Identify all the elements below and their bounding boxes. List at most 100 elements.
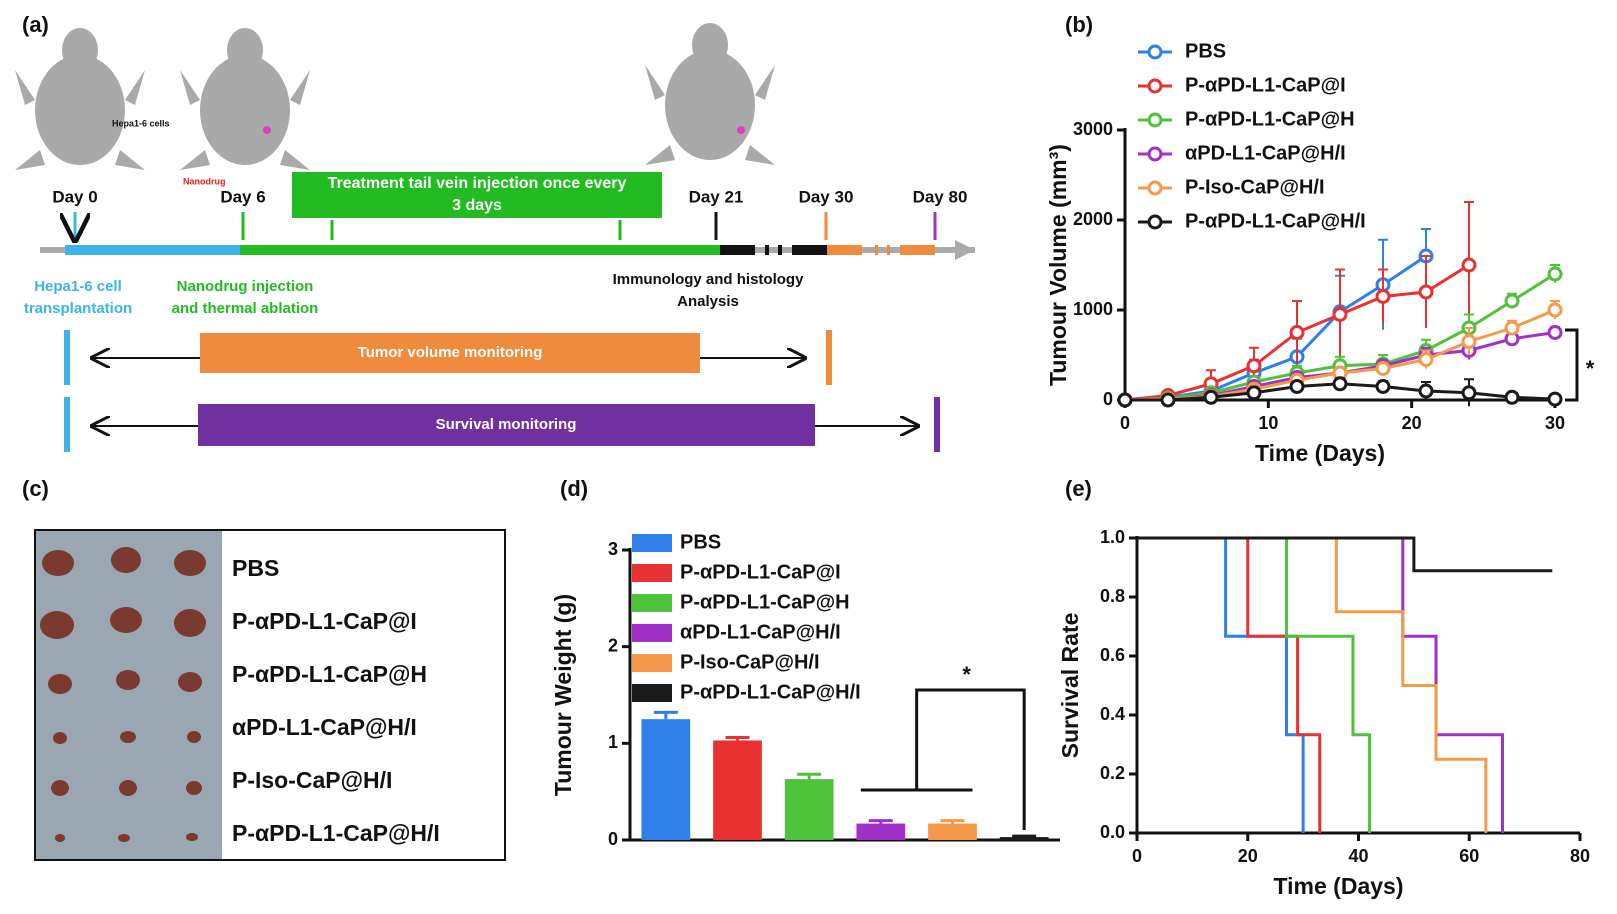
- data-point: [1547, 302, 1563, 318]
- legend-swatch: [632, 534, 672, 552]
- legend-marker: [1147, 214, 1163, 230]
- panel-label: (a): [22, 12, 49, 37]
- y-tick-label: 2: [608, 635, 618, 655]
- legend-label: P-αPD-L1-CaP@H/I: [1185, 210, 1366, 232]
- survival-curve: [1137, 536, 1372, 833]
- legend-swatch: [632, 594, 672, 612]
- panel-label: (c): [22, 476, 49, 501]
- y-axis-label: Tumour Weight (g): [550, 594, 576, 796]
- y-tick-label: 1.0: [1100, 527, 1125, 547]
- data-point: [1547, 266, 1563, 282]
- photo-label: P-αPD-L1-CaP@H: [232, 661, 427, 687]
- legend-label: P-αPD-L1-CaP@H/I: [680, 681, 861, 703]
- legend-label: P-αPD-L1-CaP@H: [1185, 108, 1355, 130]
- y-tick-label: 1000: [1073, 299, 1113, 319]
- transplant: transplantation: [24, 300, 132, 317]
- legend-swatch: [632, 654, 672, 672]
- data-point: [1418, 352, 1434, 367]
- photo-label: P-αPD-L1-CaP@I: [232, 608, 417, 634]
- data-point: [1547, 391, 1563, 407]
- legend-label: P-αPD-L1-CaP@H: [680, 591, 850, 613]
- error-bar: [868, 819, 893, 824]
- y-tick-label: 3: [608, 539, 618, 559]
- x-tick-label: 40: [1348, 846, 1368, 866]
- legend-label: αPD-L1-CaP@H/I: [1185, 142, 1346, 164]
- data-point: [1332, 376, 1348, 392]
- legend-label: P-αPD-L1-CaP@I: [1185, 74, 1346, 96]
- y-tick-label: 0.4: [1100, 704, 1125, 724]
- data-point: [1246, 385, 1262, 401]
- legend-marker: [1147, 78, 1163, 94]
- data-point: [1504, 389, 1520, 405]
- y-axis-label: Survival Rate: [1057, 613, 1083, 759]
- x-tick-label: 20: [1238, 846, 1258, 866]
- injection: and thermal ablation: [172, 300, 319, 317]
- day: Day 21: [689, 187, 744, 206]
- x-tick-label: 20: [1402, 413, 1422, 433]
- bar: [999, 837, 1049, 840]
- data-point: [1289, 379, 1305, 394]
- annotation: *: [1586, 356, 1595, 381]
- mice: [15, 23, 775, 170]
- data-point: [1418, 284, 1434, 300]
- data-point: [1332, 307, 1348, 322]
- transplant: Hepa1-6 cell: [34, 278, 122, 295]
- bar: [641, 719, 691, 840]
- x-axis-label: Time (Days): [1274, 873, 1404, 899]
- x-tick-label: 30: [1545, 413, 1565, 433]
- significance-bracket: [860, 688, 1026, 830]
- day: Day 0: [52, 187, 97, 206]
- legend-label: P-αPD-L1-CaP@I: [680, 561, 841, 583]
- data-point: [1246, 358, 1262, 374]
- drug-label: Nanodrug: [183, 176, 226, 186]
- data-point: [1504, 293, 1520, 309]
- analysis: Analysis: [677, 293, 739, 310]
- bar: [713, 740, 762, 840]
- data-point: [1461, 385, 1477, 401]
- survival-curve: [1137, 536, 1488, 833]
- day: Day 6: [220, 187, 265, 206]
- bar: [784, 779, 834, 840]
- legend-label: PBS: [1185, 40, 1226, 62]
- legend-marker: [1147, 44, 1163, 60]
- bar: [928, 823, 977, 840]
- photo-label: αPD-L1-CaP@H/I: [232, 714, 417, 740]
- analysis: Immunology and histology: [613, 271, 804, 288]
- legend-swatch: [632, 624, 672, 642]
- photo-label: PBS: [232, 555, 279, 581]
- day: Day 80: [913, 187, 968, 206]
- y-tick-label: 0.0: [1100, 822, 1125, 842]
- error-bar: [797, 772, 822, 780]
- treatment: Treatment tail vein injection once every: [328, 175, 627, 192]
- error-bar: [725, 736, 750, 741]
- y-tick-label: 0.2: [1100, 763, 1125, 783]
- x-tick-label: 80: [1570, 846, 1590, 866]
- data-point: [1547, 325, 1563, 340]
- photo-label: P-Iso-CaP@H/I: [232, 767, 392, 793]
- x-axis-label: Time (Days): [1255, 440, 1385, 466]
- legend-label: P-Iso-CaP@H/I: [1185, 176, 1325, 198]
- legend-marker: [1147, 180, 1163, 196]
- significance-bracket: [1565, 328, 1579, 402]
- panel-label: (d): [560, 476, 588, 501]
- legend-label: PBS: [680, 531, 721, 553]
- data-point: [1461, 334, 1477, 349]
- x-tick-label: 0: [1132, 846, 1142, 866]
- survival-monitoring: Survival monitoring: [436, 416, 577, 433]
- y-tick-label: 0.8: [1100, 586, 1125, 606]
- injection: Nanodrug injection: [177, 278, 314, 295]
- data-point: [1461, 257, 1477, 273]
- error-bar: [653, 710, 678, 720]
- panel-label: (e): [1065, 476, 1092, 501]
- legend-swatch: [632, 564, 672, 582]
- legend-label: αPD-L1-CaP@H/I: [680, 621, 841, 643]
- error-bar: [940, 819, 965, 824]
- y-axis-label: Tumour Volume (mm³): [1045, 144, 1071, 386]
- data-point: [1117, 392, 1133, 408]
- data-point: [1375, 361, 1391, 376]
- data-point: [1418, 383, 1434, 399]
- y-tick-label: 2000: [1073, 209, 1113, 229]
- treatment: 3 days: [452, 197, 502, 214]
- y-tick-label: 0: [1103, 389, 1113, 409]
